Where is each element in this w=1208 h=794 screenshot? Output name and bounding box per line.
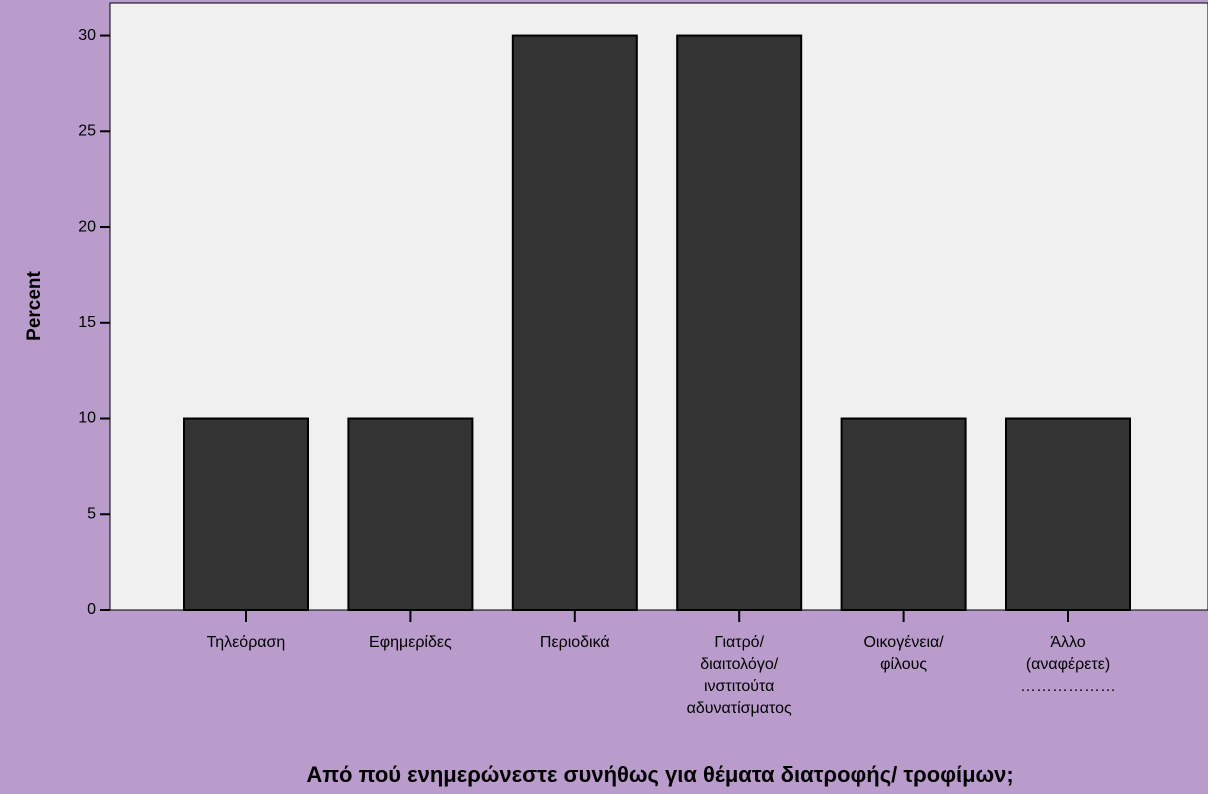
bar bbox=[676, 34, 803, 611]
y-tick-label: 25 bbox=[78, 123, 96, 140]
x-axis-label: Από πού ενημερώνεστε συνήθως για θέματα … bbox=[306, 762, 1013, 787]
y-axis-label: Percent bbox=[24, 270, 45, 340]
y-tick-label: 20 bbox=[78, 218, 96, 235]
x-tick-label: Εφημερίδες bbox=[369, 634, 452, 651]
bar bbox=[840, 417, 967, 612]
y-tick-label: 0 bbox=[87, 601, 96, 618]
y-tick-label: 30 bbox=[78, 27, 96, 44]
x-tick-label: Οικογένεια/ φίλους bbox=[863, 634, 944, 673]
bar bbox=[183, 417, 309, 612]
x-tick-label: Τηλεόραση bbox=[206, 634, 286, 651]
y-tick-label: 15 bbox=[78, 314, 96, 331]
x-tick-label: Περιοδικά bbox=[539, 634, 610, 651]
bar bbox=[347, 417, 474, 612]
x-tick-label: Γιατρό/ διαιτολόγο/ ινστιτούτα αδυνατίσμ… bbox=[686, 634, 792, 717]
bar bbox=[511, 34, 638, 611]
y-tick-label: 5 bbox=[87, 505, 96, 522]
y-tick-label: 10 bbox=[78, 410, 96, 427]
x-tick-label: Άλλο (αναφέρετε) ……………… bbox=[1020, 634, 1116, 695]
bar bbox=[1005, 417, 1131, 612]
